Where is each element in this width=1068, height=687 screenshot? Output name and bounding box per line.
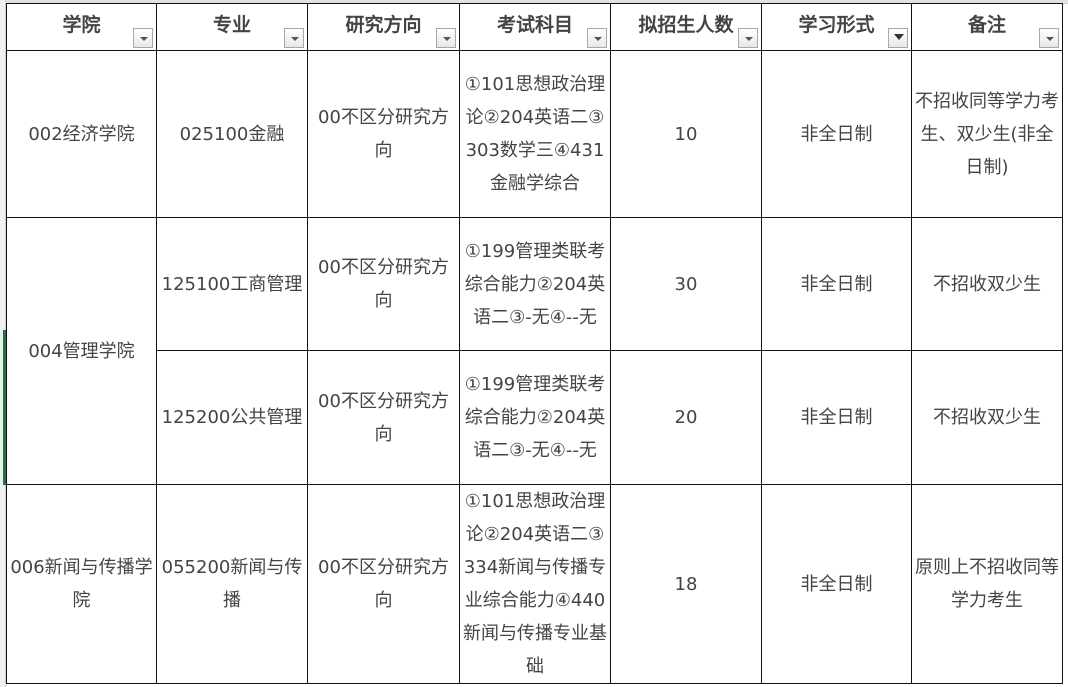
cell-mode[interactable]: 非全日制 (761, 217, 912, 351)
cell-college[interactable]: 004管理学院 (6, 217, 157, 485)
cell-subjects[interactable]: ①101思想政治理论②204英语二③303数学三④431金融学综合 (459, 50, 611, 218)
header-major: 专业 (156, 3, 308, 51)
cell-college[interactable]: 002经济学院 (6, 50, 157, 218)
cell-direction[interactable]: 00不区分研究方向 (307, 484, 460, 684)
filter-dropdown-icon[interactable] (587, 28, 607, 48)
cell-quota[interactable]: 18 (610, 484, 762, 684)
cell-subjects[interactable]: ①199管理类联考综合能力②204英语二③-无④--无 (459, 217, 611, 351)
table-row: 004管理学院 125100工商管理 00不区分研究方向 ①199管理类联考综合… (6, 217, 1063, 485)
header-row: 学院 专业 研究方向 考试科目 拟招生人数 学习形式 备注 (6, 3, 1063, 51)
cell-major[interactable]: 125100工商管理 (156, 217, 308, 351)
header-subjects: 考试科目 (459, 3, 611, 51)
filter-dropdown-icon[interactable] (436, 28, 456, 48)
cell-mode[interactable]: 非全日制 (761, 50, 912, 218)
header-mode: 学习形式 (761, 3, 912, 51)
selection-indicator (3, 330, 6, 485)
cell-major[interactable]: 125200公共管理 (156, 350, 308, 485)
filter-dropdown-icon[interactable] (133, 28, 153, 48)
cell-note[interactable]: 原则上不招收同等学力考生 (911, 484, 1063, 684)
cell-college[interactable]: 006新闻与传播学院 (6, 484, 157, 684)
cell-quota[interactable]: 20 (610, 350, 762, 485)
cell-direction[interactable]: 00不区分研究方向 (307, 217, 460, 351)
cell-major[interactable]: 025100金融 (156, 50, 308, 218)
cell-quota[interactable]: 30 (610, 217, 762, 351)
cell-mode[interactable]: 非全日制 (761, 484, 912, 684)
cell-quota[interactable]: 10 (610, 50, 762, 218)
cell-major[interactable]: 055200新闻与传播 (156, 484, 308, 684)
filter-dropdown-icon[interactable] (284, 28, 304, 48)
cell-note[interactable]: 不招收双少生 (911, 217, 1063, 351)
cell-subjects[interactable]: ①101思想政治理论②204英语二③334新闻与传播专业综合能力④440新闻与传… (459, 484, 611, 684)
cell-mode[interactable]: 非全日制 (761, 350, 912, 485)
cell-direction[interactable]: 00不区分研究方向 (307, 350, 460, 485)
table-row: 006新闻与传播学院 055200新闻与传播 00不区分研究方向 ①101思想政… (6, 484, 1063, 684)
table-row: 002经济学院 025100金融 00不区分研究方向 ①101思想政治理论②20… (6, 50, 1063, 218)
cell-note[interactable]: 不招收同等学力考生、双少生(非全日制) (911, 50, 1063, 218)
cell-direction[interactable]: 00不区分研究方向 (307, 50, 460, 218)
filter-active-icon[interactable] (888, 28, 908, 48)
header-college: 学院 (6, 3, 157, 51)
filter-dropdown-icon[interactable] (738, 28, 758, 48)
cell-note[interactable]: 不招收双少生 (911, 350, 1063, 485)
table-row: 125200公共管理 00不区分研究方向 ①199管理类联考综合能力②204英语… (7, 350, 1063, 485)
admissions-table: 学院 专业 研究方向 考试科目 拟招生人数 学习形式 备注 002经济学院 02… (6, 3, 1063, 684)
cell-subjects[interactable]: ①199管理类联考综合能力②204英语二③-无④--无 (459, 350, 611, 485)
header-quota: 拟招生人数 (610, 3, 762, 51)
header-note: 备注 (911, 3, 1063, 51)
header-direction: 研究方向 (307, 3, 460, 51)
filter-dropdown-icon[interactable] (1039, 28, 1059, 48)
